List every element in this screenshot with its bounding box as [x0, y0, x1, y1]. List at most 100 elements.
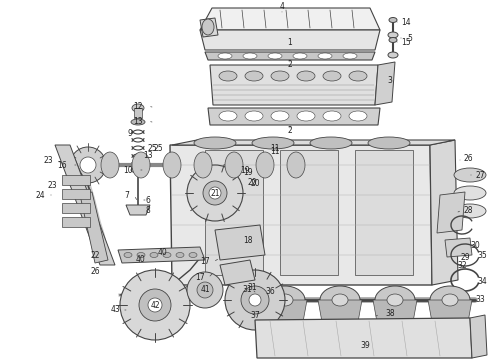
Polygon shape: [210, 65, 378, 105]
Ellipse shape: [297, 71, 315, 81]
Ellipse shape: [387, 294, 403, 306]
Ellipse shape: [454, 186, 486, 200]
Ellipse shape: [252, 137, 294, 149]
Circle shape: [139, 289, 171, 321]
Text: 31: 31: [247, 284, 257, 292]
Ellipse shape: [101, 152, 119, 178]
Text: 8: 8: [146, 206, 150, 215]
Ellipse shape: [271, 71, 289, 81]
Ellipse shape: [176, 252, 184, 257]
Bar: [62, 189, 90, 199]
Ellipse shape: [245, 71, 263, 81]
Text: 27: 27: [475, 171, 485, 180]
Circle shape: [225, 270, 285, 330]
Ellipse shape: [271, 111, 289, 121]
Polygon shape: [375, 62, 395, 105]
Text: 40: 40: [157, 248, 167, 257]
Text: 36: 36: [265, 288, 275, 297]
Text: 25: 25: [153, 144, 163, 153]
Text: 31: 31: [242, 284, 252, 293]
Ellipse shape: [368, 137, 410, 149]
Text: 33: 33: [475, 296, 485, 305]
Ellipse shape: [219, 111, 237, 121]
Text: 35: 35: [477, 251, 487, 260]
Ellipse shape: [124, 252, 132, 257]
Ellipse shape: [389, 18, 397, 23]
Text: 32: 32: [457, 261, 467, 270]
Ellipse shape: [332, 294, 348, 306]
Ellipse shape: [194, 152, 212, 178]
Text: 28: 28: [463, 206, 473, 215]
Ellipse shape: [320, 286, 360, 314]
Polygon shape: [470, 315, 487, 358]
Text: 5: 5: [408, 33, 413, 42]
Text: 19: 19: [240, 166, 250, 175]
Ellipse shape: [349, 111, 367, 121]
Circle shape: [249, 294, 261, 306]
Text: 40: 40: [135, 256, 145, 265]
Polygon shape: [318, 300, 362, 322]
Ellipse shape: [297, 111, 315, 121]
Ellipse shape: [310, 137, 352, 149]
Ellipse shape: [323, 111, 341, 121]
Ellipse shape: [163, 252, 171, 257]
Ellipse shape: [293, 53, 307, 59]
Text: 20: 20: [250, 179, 260, 188]
Ellipse shape: [132, 152, 150, 178]
Bar: [62, 175, 90, 185]
Polygon shape: [118, 247, 205, 263]
Text: 23: 23: [43, 156, 53, 165]
Text: 19: 19: [243, 167, 253, 176]
Text: 26: 26: [90, 267, 100, 276]
Text: 39: 39: [360, 341, 370, 350]
Text: 34: 34: [477, 278, 487, 287]
Text: 18: 18: [243, 235, 253, 244]
Text: 6: 6: [146, 195, 150, 204]
Bar: [355, 150, 413, 275]
Polygon shape: [445, 238, 472, 257]
Text: 11: 11: [270, 144, 280, 153]
Bar: [62, 217, 90, 227]
Polygon shape: [200, 30, 380, 50]
Text: 17: 17: [200, 257, 210, 266]
Polygon shape: [263, 300, 307, 322]
Ellipse shape: [375, 286, 415, 314]
Bar: [62, 203, 90, 213]
Polygon shape: [208, 108, 380, 125]
Ellipse shape: [318, 53, 332, 59]
Text: 10: 10: [123, 166, 133, 175]
Polygon shape: [205, 52, 375, 60]
Ellipse shape: [243, 53, 257, 59]
Polygon shape: [220, 260, 255, 285]
Ellipse shape: [218, 53, 232, 59]
Polygon shape: [170, 145, 432, 285]
Text: 3: 3: [388, 76, 392, 85]
Text: 2: 2: [288, 59, 293, 68]
Polygon shape: [126, 205, 150, 215]
Ellipse shape: [442, 294, 458, 306]
Text: 14: 14: [401, 18, 411, 27]
Ellipse shape: [245, 111, 263, 121]
Text: 25: 25: [147, 144, 157, 153]
Ellipse shape: [131, 167, 145, 173]
Ellipse shape: [132, 104, 144, 112]
Circle shape: [203, 181, 227, 205]
Circle shape: [70, 147, 106, 183]
Text: 26: 26: [463, 153, 473, 162]
Circle shape: [80, 157, 96, 173]
Ellipse shape: [388, 52, 398, 58]
Circle shape: [241, 286, 269, 314]
Text: 13: 13: [133, 117, 143, 126]
Ellipse shape: [202, 19, 214, 35]
Ellipse shape: [225, 152, 243, 178]
Text: 30: 30: [470, 240, 480, 249]
Text: 20: 20: [247, 177, 257, 186]
Ellipse shape: [343, 53, 357, 59]
Text: 24: 24: [35, 190, 45, 199]
Polygon shape: [255, 318, 472, 358]
Polygon shape: [437, 192, 465, 233]
Bar: [280, 150, 338, 275]
Polygon shape: [215, 225, 265, 260]
Circle shape: [187, 165, 243, 221]
Ellipse shape: [163, 152, 181, 178]
